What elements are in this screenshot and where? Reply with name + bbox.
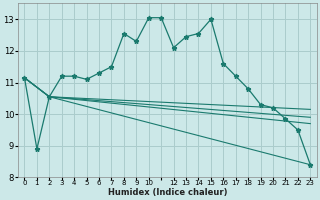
X-axis label: Humidex (Indice chaleur): Humidex (Indice chaleur) <box>108 188 227 197</box>
